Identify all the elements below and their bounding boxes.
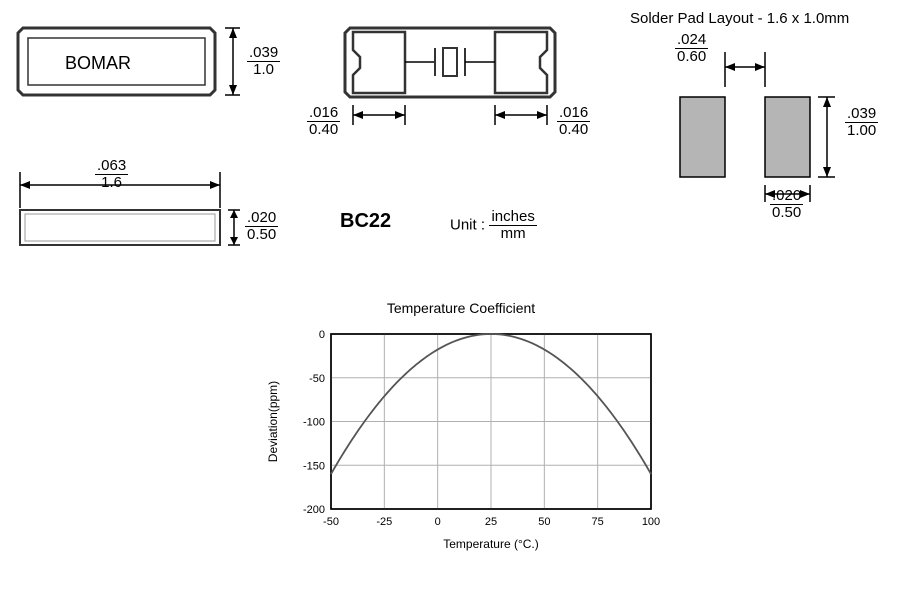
bottom-left-pad-dim: .0160.40 [307, 105, 340, 138]
svg-text:-25: -25 [376, 516, 392, 528]
top-view-height-dim: .0391.0 [247, 45, 280, 78]
svg-text:-100: -100 [303, 417, 325, 429]
svg-text:50: 50 [538, 516, 550, 528]
part-name-section: BC22 [340, 210, 391, 233]
svg-text:-200: -200 [303, 504, 325, 516]
side-view: .0631.6 .0200.50 [10, 160, 290, 265]
top-view: BOMAR .0391.0 [15, 20, 285, 135]
temp-chart: Temperature Coefficient -50 -25 0 25 50 75 100… [261, 300, 661, 559]
solder-height-dim: .0391.00 [845, 106, 878, 139]
svg-text:-150: -150 [303, 460, 325, 472]
solder-title: Solder Pad Layout - 1.6 x 1.0mm [630, 10, 910, 27]
svg-text:-50: -50 [309, 373, 325, 385]
unit-section: Unit : inchesmm [450, 209, 537, 242]
bottom-view: .0160.40 .0160.40 [305, 20, 595, 185]
svg-text:25: 25 [485, 516, 497, 528]
chart-svg: -50 -25 0 25 50 75 100 0 -50 -100 -150 -200 Temperat… [261, 324, 661, 554]
svg-text:-50: -50 [323, 516, 339, 528]
part-name: BC22 [340, 210, 391, 232]
side-view-width-dim: .0631.6 [95, 158, 128, 191]
svg-text:75: 75 [592, 516, 604, 528]
solder-pad-layout: Solder Pad Layout - 1.6 x 1.0mm [630, 10, 910, 262]
mechanical-drawings: BOMAR .0391.0 .0631.6 .0200.50 [10, 10, 912, 270]
unit-value: inchesmm [489, 209, 536, 242]
unit-label: Unit : [450, 216, 485, 233]
svg-text:Temperature (°C.): Temperature (°C.) [443, 537, 539, 551]
solder-gap-dim: .0240.60 [675, 32, 708, 65]
bottom-right-pad-dim: .0160.40 [557, 105, 590, 138]
svg-text:0: 0 [319, 329, 325, 341]
side-view-height-dim: .0200.50 [245, 210, 278, 243]
chart-title: Temperature Coefficient [261, 300, 661, 316]
svg-text:100: 100 [642, 516, 660, 528]
svg-text:0: 0 [435, 516, 441, 528]
solder-width-dim: .0200.50 [770, 188, 803, 221]
svg-text:Deviation(ppm): Deviation(ppm) [266, 381, 280, 462]
top-view-label: BOMAR [65, 53, 131, 74]
